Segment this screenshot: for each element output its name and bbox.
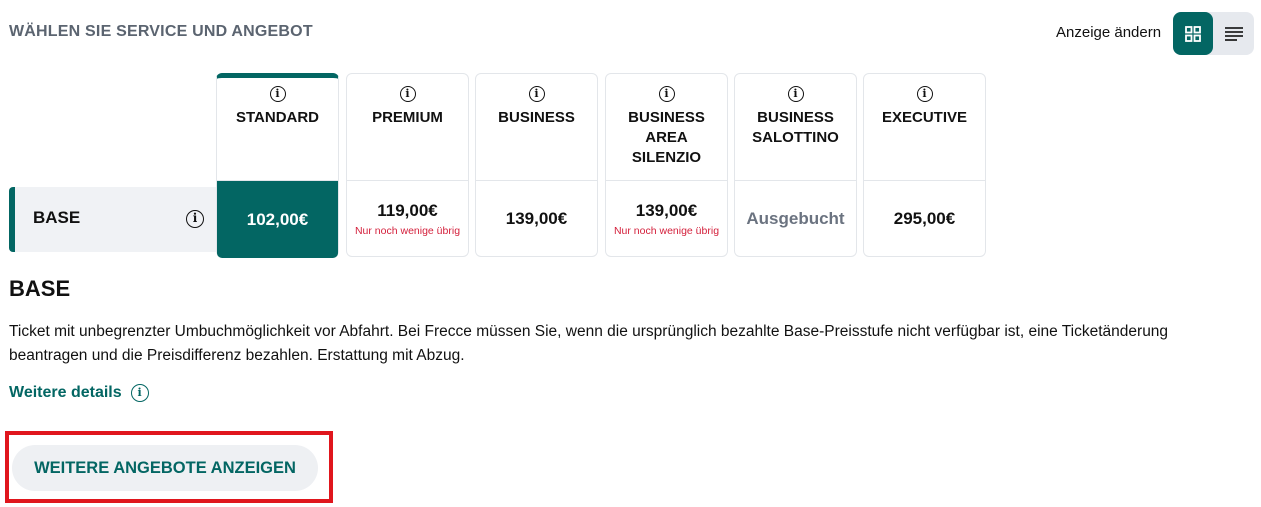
list-view-button[interactable] xyxy=(1214,12,1254,55)
info-icon[interactable]: i xyxy=(658,86,675,102)
info-icon[interactable]: i xyxy=(787,86,804,102)
grid-icon xyxy=(1185,25,1201,42)
service-name: EXECUTIVE xyxy=(881,109,968,126)
service-column[interactable]: i BUSINESS 139,00€ xyxy=(475,73,598,257)
price: 102,00€ xyxy=(246,209,309,229)
price-cell[interactable]: 295,00€ xyxy=(864,181,985,257)
service-header: i BUSINESS AREA SILENZIO xyxy=(606,74,727,181)
price: 139,00€ xyxy=(635,201,698,220)
info-icon[interactable]: i xyxy=(269,86,286,102)
more-offers-button[interactable]: WEITERE ANGEBOTE ANZEIGEN xyxy=(12,445,318,491)
price: 139,00€ xyxy=(505,209,568,228)
price-cell[interactable]: 119,00€ Nur noch wenige übrig xyxy=(347,181,468,257)
highlight-box xyxy=(5,431,333,503)
service-name: BUSINESS SALOTTINO xyxy=(752,109,839,146)
list-icon xyxy=(1225,26,1243,41)
price: Ausgebucht xyxy=(746,209,845,228)
price-cell[interactable]: Ausgebucht xyxy=(735,181,856,257)
page-title: WÄHLEN SIE SERVICE UND ANGEBOT xyxy=(9,23,313,40)
service-name: PREMIUM xyxy=(372,109,443,126)
price-cell[interactable]: 102,00€ xyxy=(217,181,338,258)
price: 119,00€ xyxy=(377,201,438,220)
grid-view-button[interactable] xyxy=(1173,12,1213,55)
service-column[interactable]: i EXECUTIVE 295,00€ xyxy=(863,73,986,257)
service-header: i BUSINESS SALOTTINO xyxy=(735,74,856,181)
availability-note: Nur noch wenige übrig xyxy=(354,225,461,237)
service-header: i BUSINESS xyxy=(476,74,597,181)
service-name: STANDARD xyxy=(235,109,320,126)
view-label: Anzeige ändern xyxy=(1056,24,1162,41)
offer-label: BASE xyxy=(33,208,81,227)
service-header: i PREMIUM xyxy=(347,74,468,181)
more-details-link[interactable]: Weitere details i xyxy=(9,384,149,402)
service-name: BUSINESS AREA SILENZIO xyxy=(628,109,705,166)
info-icon[interactable]: i xyxy=(399,86,416,102)
info-icon[interactable]: i xyxy=(916,86,933,102)
service-name: BUSINESS xyxy=(498,109,575,126)
price-cell[interactable]: 139,00€ xyxy=(476,181,597,257)
service-column[interactable]: i BUSINESS AREA SILENZIO 139,00€ Nur noch … xyxy=(605,73,728,257)
view-toggle xyxy=(1173,12,1254,55)
availability-note: Nur noch wenige übrig xyxy=(613,225,720,237)
offer-title: BASE xyxy=(9,276,71,301)
service-column[interactable]: i BUSINESS SALOTTINO Ausgebucht xyxy=(734,73,857,257)
service-column[interactable]: i STANDARD 102,00€ xyxy=(216,73,339,258)
info-icon: i xyxy=(130,384,149,402)
offer-row-base: BASE i xyxy=(9,187,216,252)
more-details-label: Weitere details xyxy=(9,384,122,401)
info-icon[interactable]: i xyxy=(528,86,545,102)
price: 295,00€ xyxy=(893,209,956,228)
service-header: i EXECUTIVE xyxy=(864,74,985,181)
price-cell[interactable]: 139,00€ Nur noch wenige übrig xyxy=(606,181,727,257)
service-column[interactable]: i PREMIUM 119,00€ Nur noch wenige übrig xyxy=(346,73,469,257)
info-icon[interactable]: i xyxy=(186,210,204,228)
offer-description: Ticket mit unbegrenzter Umbuchmöglichkei… xyxy=(9,323,1169,364)
service-header: i STANDARD xyxy=(217,78,338,181)
